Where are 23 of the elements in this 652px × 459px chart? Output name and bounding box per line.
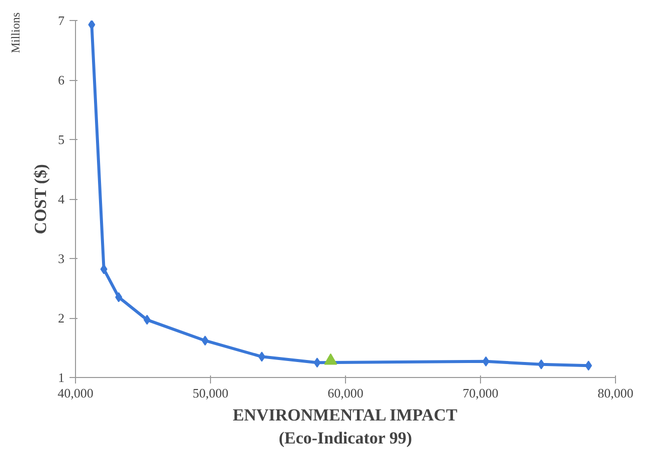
point <box>538 359 545 370</box>
y-tick-label: 6 <box>58 72 65 88</box>
y-tick-label: 4 <box>58 192 65 206</box>
point <box>482 356 490 366</box>
point <box>258 352 266 362</box>
x-axis-title: ENVIRONMENTAL IMPACT (Eco-Indicator 99) <box>232 406 458 448</box>
x-tick-label: 40,000 <box>58 386 94 400</box>
x-tick-label: 70,000 <box>462 386 498 400</box>
point <box>314 358 321 368</box>
point <box>202 336 209 346</box>
text: Millions <box>8 12 22 54</box>
point <box>100 264 108 274</box>
y-tick-label: 1 <box>58 370 64 385</box>
x-tick-label: 50,000 <box>192 386 228 400</box>
point <box>144 314 151 325</box>
y-tick-label: 3 <box>58 251 64 266</box>
y-tick-label: 5 <box>58 132 64 147</box>
y-axis-title: COST ($) <box>31 164 50 234</box>
y-tick-label: 7 <box>58 13 65 28</box>
y-tick-label: 2 <box>58 310 64 326</box>
x-tick-label: 60,000 <box>328 386 364 400</box>
x-tick-label: 80,000 <box>598 386 634 400</box>
point <box>115 292 122 302</box>
